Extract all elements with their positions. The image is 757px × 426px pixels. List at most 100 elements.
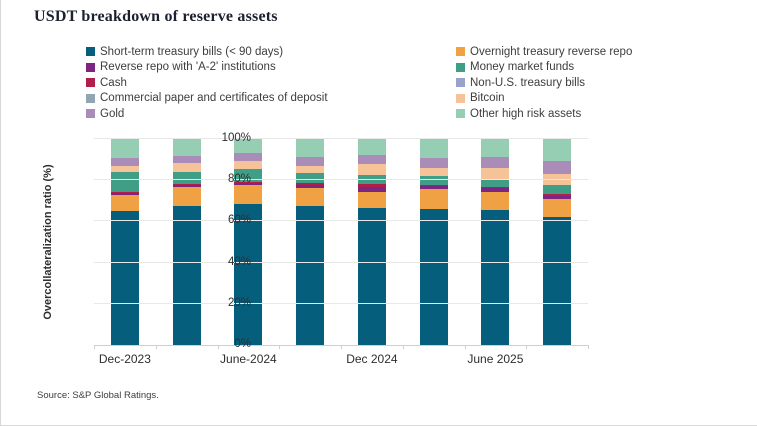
segment-cash — [110, 191, 139, 193]
legend-item-short_term: Short-term treasury bills (< 90 days) — [86, 44, 328, 60]
y-axis-title: Overcollateralization ratio (%) — [42, 164, 54, 320]
segment-short_term — [543, 217, 572, 345]
x-tick-spacer-3 — [279, 352, 341, 366]
x-tick-label-6: June 2025 — [467, 352, 524, 366]
legend-item-money_market: Money market funds — [456, 60, 632, 76]
legend-item-non_us_bills: Non-U.S. treasury bills — [456, 75, 632, 91]
segment-cash — [481, 187, 510, 189]
segment-money_market — [110, 172, 139, 192]
segment-other_high_risk — [543, 139, 572, 161]
legend-item-cash: Cash — [86, 75, 328, 91]
segment-a2_repo — [357, 187, 386, 192]
x-tick-spacer-1 — [156, 352, 218, 366]
legend-item-commercial_paper: Commercial paper and certificates of dep… — [86, 91, 328, 107]
bar-slot-0 — [94, 139, 156, 345]
segment-gold — [172, 155, 201, 163]
bar-slot-1 — [156, 139, 218, 345]
legend-label: Overnight treasury reverse repo — [470, 45, 633, 58]
legend-label: Non-U.S. treasury bills — [470, 76, 586, 89]
x-axis-tick-2 — [217, 345, 219, 349]
legend-column-left: Short-term treasury bills (< 90 days) Rev… — [86, 44, 328, 122]
bar-slot-4 — [341, 139, 403, 345]
gridline-20 — [94, 302, 588, 304]
y-tick-label-80: 80% — [227, 173, 251, 186]
segment-overnight_repo — [357, 191, 386, 209]
x-axis-tick-6 — [464, 345, 466, 349]
segment-overnight_repo — [172, 187, 201, 206]
segment-gold — [234, 153, 263, 161]
segment-gold — [296, 156, 325, 166]
segment-money_market — [234, 168, 263, 183]
segment-a2_repo — [419, 186, 448, 190]
bars-container — [94, 139, 588, 345]
gridline-80 — [94, 179, 588, 181]
stacked-bar-0 — [110, 139, 139, 345]
legend-label: Gold — [100, 107, 125, 120]
segment-short_term — [296, 205, 325, 345]
legend-label: Short-term treasury bills (< 90 days) — [100, 45, 284, 58]
x-axis-tick-3 — [279, 345, 281, 349]
legend-item-other_high_risk: Other high risk assets — [456, 106, 632, 122]
legend-swatch-other_high_risk — [456, 109, 465, 119]
y-tick-label-0: 0% — [234, 338, 251, 350]
legend-label: Reverse repo with 'A-2' institutions — [100, 61, 276, 74]
segment-overnight_repo — [481, 191, 510, 211]
segment-overnight_repo — [296, 188, 325, 206]
segment-a2_repo — [234, 183, 263, 186]
segment-other_high_risk — [172, 139, 201, 156]
x-tick-label-2: June-2024 — [220, 352, 277, 366]
segment-money_market — [296, 173, 325, 184]
segment-short_term — [110, 211, 139, 345]
legend-label: Other high risk assets — [470, 107, 582, 120]
plot-area — [94, 138, 588, 346]
segment-a2_repo — [172, 185, 201, 188]
source-note: Source: S&P Global Ratings. — [37, 390, 159, 401]
legend-swatch-money_market — [456, 62, 465, 72]
segment-short_term — [234, 203, 263, 345]
stacked-bar-1 — [172, 139, 201, 345]
segment-bitcoin — [357, 163, 386, 176]
x-axis-labels: Dec-2023 June-2024 Dec 2024 June 2025 — [94, 352, 588, 366]
segment-a2_repo — [110, 192, 139, 195]
legend-swatch-overnight_repo — [456, 47, 465, 57]
segment-other_high_risk — [419, 139, 448, 158]
segment-cash — [419, 185, 448, 187]
legend-label: Cash — [100, 76, 127, 89]
x-axis-tick-5 — [402, 345, 404, 349]
legend-item-a2_repo: Reverse repo with 'A-2' institutions — [86, 60, 328, 76]
legend-swatch-non_us_bills — [456, 78, 465, 88]
segment-overnight_repo — [543, 198, 572, 218]
segment-other_high_risk — [296, 139, 325, 157]
segment-bitcoin — [234, 160, 263, 169]
segment-a2_repo — [543, 195, 572, 199]
segment-gold — [481, 156, 510, 168]
segment-overnight_repo — [419, 189, 448, 210]
gridline-100 — [94, 138, 588, 139]
stacked-bar-2 — [234, 139, 263, 345]
segment-cash — [234, 182, 263, 184]
bar-slot-2 — [218, 139, 280, 345]
segment-bitcoin — [481, 167, 510, 180]
legend-swatch-commercial_paper — [86, 93, 95, 103]
x-tick-label-0: Dec-2023 — [98, 352, 151, 366]
segment-gold — [110, 157, 139, 166]
legend-swatch-a2_repo — [86, 62, 95, 72]
segment-bitcoin — [110, 165, 139, 173]
y-tick-label-40: 40% — [227, 255, 251, 268]
x-axis-tick-7 — [526, 345, 528, 349]
stacked-bar-3 — [296, 139, 325, 345]
segment-a2_repo — [296, 185, 325, 189]
segment-money_market — [419, 176, 448, 186]
x-axis-tick-1 — [155, 345, 157, 349]
legend-label: Bitcoin — [470, 92, 505, 105]
y-tick-label-100: 100% — [221, 132, 251, 144]
segment-overnight_repo — [234, 185, 263, 204]
legend-item-overnight_repo: Overnight treasury reverse repo — [456, 44, 632, 60]
x-tick-spacer-7 — [526, 352, 588, 366]
segment-short_term — [357, 208, 386, 345]
segment-other_high_risk — [357, 139, 386, 155]
bar-slot-3 — [279, 139, 341, 345]
stacked-bar-6 — [481, 139, 510, 345]
segment-a2_repo — [481, 188, 510, 192]
legend-swatch-short_term — [86, 47, 95, 57]
